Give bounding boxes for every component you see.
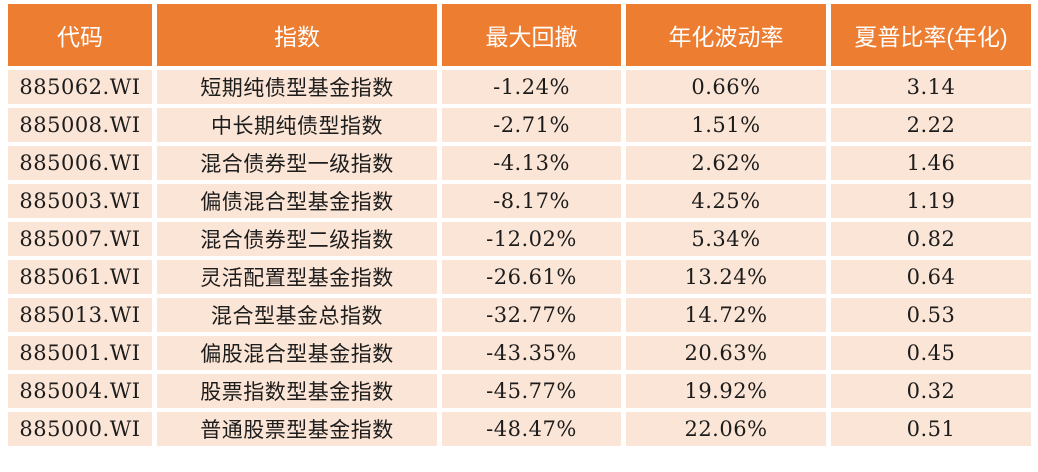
sharpe-ratio-cell: 2.22 <box>831 108 1031 142</box>
annual-volatility-cell: 13.24% <box>626 260 826 294</box>
column-header-annual-volatility: 年化波动率 <box>626 4 826 66</box>
index-name-cell: 中长期纯债型指数 <box>157 108 437 142</box>
sharpe-ratio-cell: 1.19 <box>831 184 1031 218</box>
code-cell: 885001.WI <box>8 336 152 370</box>
max-drawdown-cell: -43.35% <box>442 336 621 370</box>
annual-volatility-cell: 19.92% <box>626 374 826 408</box>
annual-volatility-cell: 20.63% <box>626 336 826 370</box>
column-header-sharpe-ratio: 夏普比率(年化) <box>831 4 1031 66</box>
index-name-cell: 混合型基金总指数 <box>157 298 437 332</box>
max-drawdown-cell: -48.47% <box>442 412 621 446</box>
column-header-code: 代码 <box>8 4 152 66</box>
header-row: 代码 指数 最大回撤 年化波动率 夏普比率(年化) <box>8 4 1031 66</box>
table-row: 885006.WI 混合债券型一级指数 -4.13% 2.62% 1.46 <box>8 146 1031 180</box>
sharpe-ratio-cell: 0.82 <box>831 222 1031 256</box>
table-row: 885007.WI 混合债券型二级指数 -12.02% 5.34% 0.82 <box>8 222 1031 256</box>
column-header-index-name: 指数 <box>157 4 437 66</box>
sharpe-ratio-cell: 0.32 <box>831 374 1031 408</box>
sharpe-ratio-cell: 3.14 <box>831 70 1031 104</box>
table-row: 885004.WI 股票指数型基金指数 -45.77% 19.92% 0.32 <box>8 374 1031 408</box>
annual-volatility-cell: 0.66% <box>626 70 826 104</box>
table-row: 885003.WI 偏债混合型基金指数 -8.17% 4.25% 1.19 <box>8 184 1031 218</box>
table-row: 885062.WI 短期纯债型基金指数 -1.24% 0.66% 3.14 <box>8 70 1031 104</box>
code-cell: 885000.WI <box>8 412 152 446</box>
annual-volatility-cell: 4.25% <box>626 184 826 218</box>
code-cell: 885003.WI <box>8 184 152 218</box>
sharpe-ratio-cell: 0.45 <box>831 336 1031 370</box>
code-cell: 885062.WI <box>8 70 152 104</box>
table-row: 885001.WI 偏股混合型基金指数 -43.35% 20.63% 0.45 <box>8 336 1031 370</box>
index-name-cell: 偏股混合型基金指数 <box>157 336 437 370</box>
index-name-cell: 短期纯债型基金指数 <box>157 70 437 104</box>
index-name-cell: 偏债混合型基金指数 <box>157 184 437 218</box>
max-drawdown-cell: -32.77% <box>442 298 621 332</box>
column-header-max-drawdown: 最大回撤 <box>442 4 621 66</box>
code-cell: 885004.WI <box>8 374 152 408</box>
index-name-cell: 灵活配置型基金指数 <box>157 260 437 294</box>
annual-volatility-cell: 2.62% <box>626 146 826 180</box>
max-drawdown-cell: -4.13% <box>442 146 621 180</box>
annual-volatility-cell: 5.34% <box>626 222 826 256</box>
index-name-cell: 混合债券型二级指数 <box>157 222 437 256</box>
sharpe-ratio-cell: 0.64 <box>831 260 1031 294</box>
code-cell: 885007.WI <box>8 222 152 256</box>
annual-volatility-cell: 1.51% <box>626 108 826 142</box>
max-drawdown-cell: -26.61% <box>442 260 621 294</box>
max-drawdown-cell: -1.24% <box>442 70 621 104</box>
index-name-cell: 混合债券型一级指数 <box>157 146 437 180</box>
sharpe-ratio-cell: 0.51 <box>831 412 1031 446</box>
code-cell: 885008.WI <box>8 108 152 142</box>
max-drawdown-cell: -8.17% <box>442 184 621 218</box>
index-name-cell: 股票指数型基金指数 <box>157 374 437 408</box>
table-row: 885008.WI 中长期纯债型指数 -2.71% 1.51% 2.22 <box>8 108 1031 142</box>
sharpe-ratio-cell: 1.46 <box>831 146 1031 180</box>
max-drawdown-cell: -12.02% <box>442 222 621 256</box>
index-name-cell: 普通股票型基金指数 <box>157 412 437 446</box>
sharpe-ratio-cell: 0.53 <box>831 298 1031 332</box>
max-drawdown-cell: -2.71% <box>442 108 621 142</box>
code-cell: 885061.WI <box>8 260 152 294</box>
fund-index-table: 代码 指数 最大回撤 年化波动率 夏普比率(年化) 885062.WI 短期纯债… <box>3 0 1036 450</box>
table-row: 885000.WI 普通股票型基金指数 -48.47% 22.06% 0.51 <box>8 412 1031 446</box>
max-drawdown-cell: -45.77% <box>442 374 621 408</box>
annual-volatility-cell: 22.06% <box>626 412 826 446</box>
code-cell: 885006.WI <box>8 146 152 180</box>
code-cell: 885013.WI <box>8 298 152 332</box>
table-row: 885061.WI 灵活配置型基金指数 -26.61% 13.24% 0.64 <box>8 260 1031 294</box>
annual-volatility-cell: 14.72% <box>626 298 826 332</box>
table-row: 885013.WI 混合型基金总指数 -32.77% 14.72% 0.53 <box>8 298 1031 332</box>
